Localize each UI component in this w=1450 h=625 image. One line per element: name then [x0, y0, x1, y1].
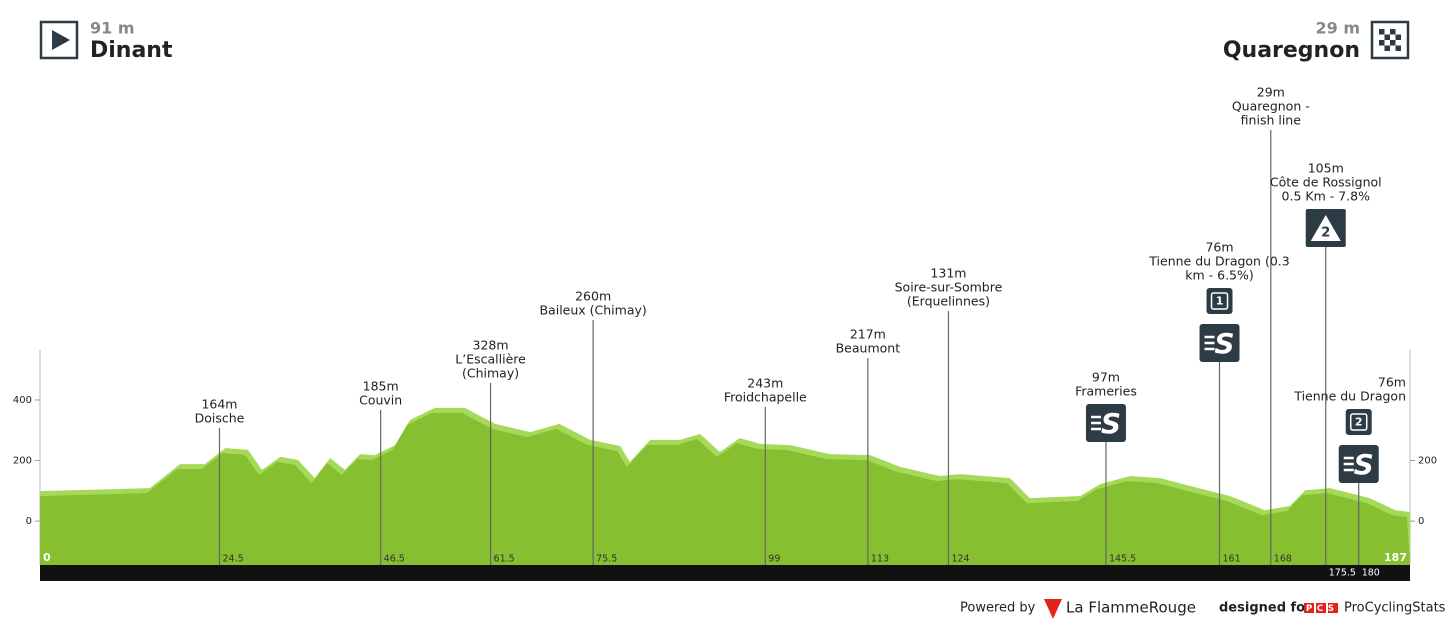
waypoint-elevation: 97m — [1092, 370, 1120, 385]
km-label: 24.5 — [222, 554, 243, 565]
x-start-label: 0 — [43, 551, 51, 564]
waypoint-name: Couvin — [359, 393, 402, 408]
km-label: 145.5 — [1109, 554, 1136, 565]
waypoint-name: (Erquelinnes) — [907, 294, 990, 309]
pcs-text: PCS — [1306, 604, 1339, 614]
x-end-label: 187 — [1384, 551, 1407, 564]
waypoint-name: Baileux (Chimay) — [539, 303, 646, 318]
finish-name: Quaregnon — [1223, 38, 1360, 63]
powered-by: Powered by — [960, 601, 1036, 616]
km-label: 161 — [1223, 554, 1241, 565]
waypoint-name: (Chimay) — [462, 366, 519, 381]
finish-altitude: 29 m — [1315, 19, 1360, 38]
start-altitude: 91 m — [90, 19, 135, 38]
waypoint-elevation: 76m — [1378, 375, 1406, 390]
y2-tick-label: 200 — [1418, 456, 1437, 467]
waypoint-name: Tienne du Dragon — [1293, 389, 1406, 404]
sprint-letter: S — [1101, 407, 1121, 440]
kom-icon — [1206, 288, 1233, 314]
waypoint-name: Côte de Rossignol — [1270, 175, 1382, 190]
pcs-logo — [1304, 603, 1338, 613]
y-tick-label: 200 — [13, 456, 32, 467]
sprint-icon — [1199, 324, 1240, 362]
waypoint-name: L’Escallière — [455, 352, 526, 367]
km-label: 75.5 — [596, 554, 617, 565]
y-tick-label: 400 — [13, 395, 32, 406]
km-label: 113 — [871, 554, 889, 565]
waypoint-elevation: 131m — [930, 266, 966, 281]
kom-frame — [1210, 292, 1229, 310]
waypoint-elevation: 76m — [1205, 240, 1233, 255]
designed-for: designed for — [1219, 601, 1312, 616]
km-label: 168 — [1274, 554, 1292, 565]
kom-category: 2 — [1355, 416, 1363, 429]
site: ProCyclingStats — [1344, 601, 1446, 616]
start-icon — [39, 20, 79, 60]
finish-icon — [1370, 20, 1410, 60]
km-label: 175.5 — [1329, 568, 1356, 579]
waypoint-elevation: 260m — [575, 289, 611, 304]
waypoint-name: Froidchapelle — [724, 390, 807, 405]
sprint-letter: S — [1214, 327, 1234, 360]
waypoint-name: Quaregnon - — [1232, 99, 1310, 114]
waypoint-elevation: 105m — [1308, 161, 1344, 176]
distance-bar — [40, 565, 1410, 581]
waypoint-name: Tienne du Dragon (0.3 — [1148, 254, 1289, 269]
km-label: 46.5 — [384, 554, 405, 565]
kom-category: 1 — [1216, 295, 1224, 308]
sprint-icon — [1338, 445, 1379, 483]
waypoint-name: km - 6.5%) — [1185, 268, 1254, 283]
waypoint-elevation: 243m — [747, 376, 783, 391]
y-tick-label: 0 — [26, 516, 32, 527]
y2-tick-label: 0 — [1418, 516, 1424, 527]
waypoint-elevation: 185m — [363, 379, 399, 394]
km-label: 61.5 — [494, 554, 515, 565]
waypoint-name: 0.5 Km - 7.8% — [1282, 189, 1371, 204]
waypoint-name: finish line — [1241, 113, 1302, 128]
kom-icon — [1345, 409, 1372, 435]
waypoint-name: Doische — [195, 411, 245, 426]
kom-triangle — [1310, 215, 1341, 241]
kom-category: 2 — [1321, 226, 1330, 241]
waypoint-elevation: 164m — [201, 397, 237, 412]
brand: La FlammeRouge — [1066, 599, 1196, 617]
waypoint-elevation: 217m — [850, 327, 886, 342]
waypoint-name: Soire-sur-Sombre — [895, 280, 1003, 295]
km-label: 124 — [951, 554, 969, 565]
waypoint-elevation: 328m — [473, 338, 509, 353]
start-name: Dinant — [90, 38, 173, 63]
km-label: 99 — [768, 554, 780, 565]
waypoint-name: Beaumont — [836, 341, 901, 356]
flamme-logo — [1044, 599, 1062, 619]
kom-frame — [1349, 413, 1368, 431]
profile-shade — [40, 412, 1410, 565]
waypoint-name: Frameries — [1075, 384, 1137, 399]
sprint-icon — [1085, 404, 1126, 442]
waypoint-elevation: 29m — [1257, 85, 1285, 100]
km-label: 180 — [1362, 568, 1380, 579]
sprint-letter: S — [1354, 448, 1374, 481]
